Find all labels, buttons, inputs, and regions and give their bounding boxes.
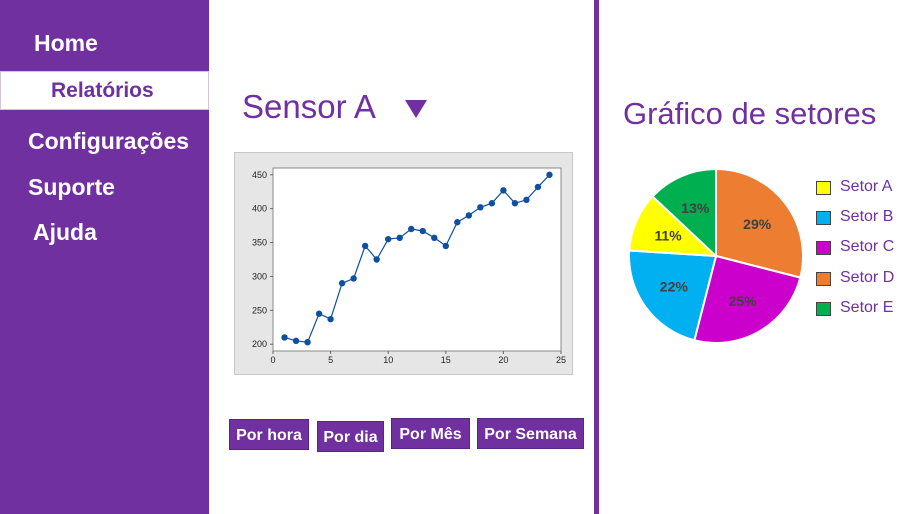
pie-slice-label: 29% [743, 216, 772, 232]
data-point [511, 200, 519, 207]
data-point [500, 187, 507, 194]
legend-swatch [816, 181, 831, 195]
y-tick-label: 250 [252, 305, 267, 315]
legend-swatch [816, 302, 831, 316]
sidebar-item-ajuda[interactable]: Ajuda [33, 219, 97, 245]
y-tick-label: 350 [252, 238, 267, 248]
por-semana-button[interactable]: Por Semana [477, 418, 584, 449]
pie-slice-setor-c [693, 254, 802, 344]
x-tick-label: 15 [441, 355, 451, 365]
x-tick-label: 10 [383, 355, 393, 365]
pie-slice-setor-d [715, 167, 805, 279]
sidebar-item-label: Relatórios [51, 79, 154, 102]
data-point [338, 280, 346, 287]
sensor-selector-label[interactable]: Sensor A [242, 88, 376, 125]
data-point [304, 338, 311, 346]
sidebar-item-configuracoes[interactable]: Configurações [28, 128, 190, 154]
y-tick-label: 300 [252, 271, 267, 281]
data-point [292, 337, 300, 345]
legend-label: Setor C [840, 238, 895, 255]
data-point [488, 200, 496, 207]
pie-chart-title: Gráfico de setores [623, 96, 877, 131]
data-point [327, 315, 334, 323]
data-point [361, 242, 369, 250]
pie-slice-label: 13% [681, 200, 710, 216]
section-divider [594, 0, 599, 514]
x-tick-label: 20 [498, 355, 508, 365]
data-point [546, 171, 553, 178]
sidebar: Home Relatórios Configurações Suporte Aj… [0, 0, 209, 514]
data-point [396, 234, 403, 242]
sidebar-item-home[interactable]: Home [34, 30, 98, 56]
sidebar-item-suporte[interactable]: Suporte [28, 174, 115, 200]
legend-swatch [816, 241, 831, 255]
legend-label: Setor B [840, 208, 894, 225]
legend-label: Setor A [840, 178, 893, 195]
data-point [373, 256, 380, 263]
sidebar-item-relatorios[interactable]: Relatórios [0, 71, 209, 110]
data-point [408, 225, 415, 233]
x-tick-label: 0 [270, 355, 275, 365]
pie-chart: 29% 25% 22% 11% 13% [628, 167, 805, 344]
legend-swatch [816, 272, 831, 286]
legend-swatch [816, 211, 831, 225]
pie-slice-label: 25% [729, 293, 758, 309]
pie-slice-label: 11% [654, 227, 682, 243]
x-tick-label: 5 [328, 355, 333, 365]
por-mes-button[interactable]: Por Mês [391, 418, 470, 449]
line-chart: 0 5 10 15 20 25 200 250 300 350 400 450 [234, 152, 573, 375]
por-dia-button[interactable]: Por dia [317, 421, 384, 452]
data-point [465, 212, 473, 219]
x-tick-label: 25 [556, 355, 566, 365]
y-tick-label: 400 [252, 204, 267, 214]
pie-slice-setor-b [628, 249, 718, 342]
y-tick-label: 200 [252, 339, 267, 349]
data-point [419, 227, 426, 235]
legend-label: Setor D [840, 269, 895, 286]
pie-slice-label: 22% [660, 279, 689, 295]
data-point [442, 242, 449, 250]
y-tick-label: 450 [252, 170, 267, 180]
data-point [477, 204, 484, 211]
legend-label: Setor E [840, 299, 894, 316]
data-point [534, 183, 542, 191]
data-point [523, 196, 530, 204]
data-point [281, 334, 288, 341]
data-point [431, 234, 438, 242]
data-point [350, 275, 357, 282]
por-hora-button[interactable]: Por hora [229, 419, 309, 450]
data-point [385, 235, 392, 243]
data-point [315, 310, 323, 317]
plot-area [272, 167, 562, 352]
line-chart-svg: 0 5 10 15 20 25 200 250 300 350 400 450 [252, 167, 566, 365]
pie-slice-setor-e [651, 167, 717, 259]
data-point [454, 219, 461, 226]
triangle-down-icon[interactable] [404, 99, 428, 119]
